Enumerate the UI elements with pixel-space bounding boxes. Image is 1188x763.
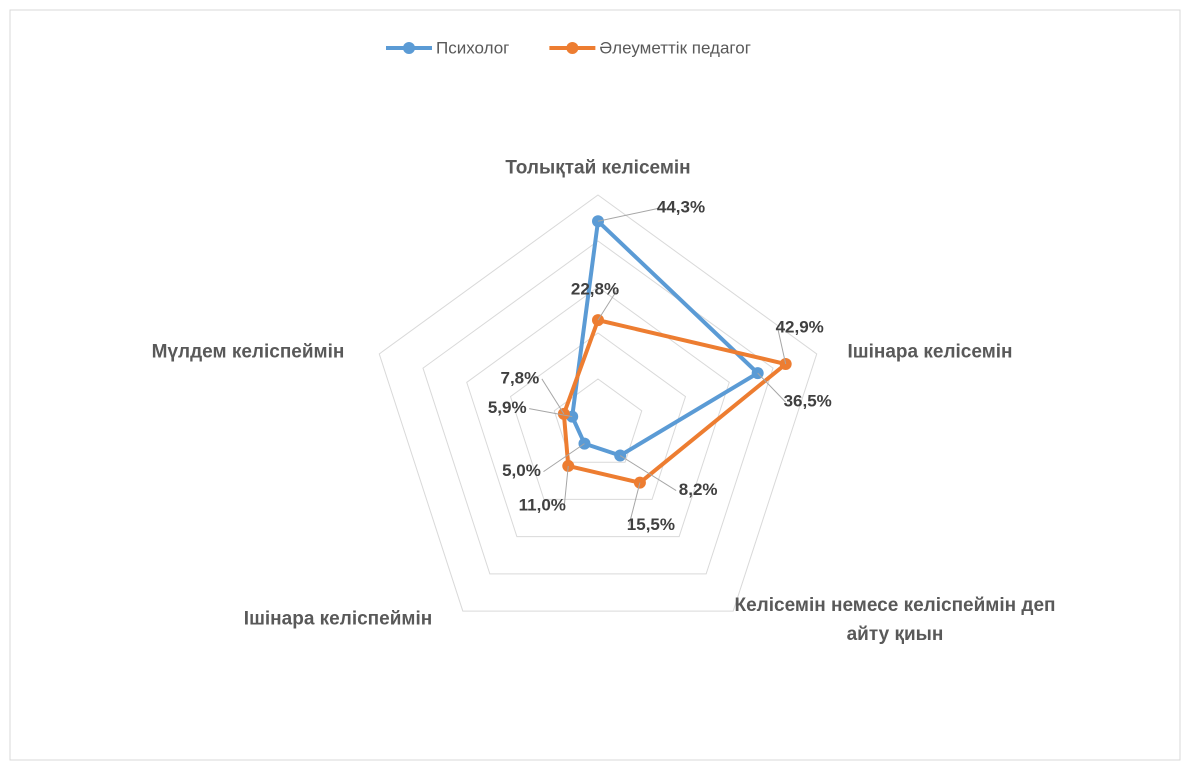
category-label: Мүлдем келіспеймін [151, 341, 345, 363]
series-line [561, 318, 788, 485]
grid-ring [422, 240, 774, 575]
value-label: 11,0% [519, 495, 566, 514]
category-label: Келісемін немесе келіспеймін деп айту қи… [734, 595, 1056, 645]
leader-line [563, 465, 569, 506]
chart-frame [9, 9, 1181, 761]
grid-ring [466, 286, 730, 538]
category-label: Ішінара келісемін [847, 341, 1013, 363]
grid-ring [378, 194, 818, 612]
value-label: 7,8% [501, 368, 540, 387]
value-label: 22,8% [571, 280, 619, 299]
legend-marker [566, 42, 579, 54]
leader-line [543, 443, 585, 473]
leader-line [777, 327, 787, 365]
grid-ring [553, 378, 643, 463]
leader-line [757, 372, 787, 403]
value-label: 44,3% [657, 198, 705, 217]
value-label: 36,5% [784, 392, 832, 411]
value-label: 5,0% [502, 461, 541, 480]
leader-line [541, 378, 565, 415]
value-label: 15,5% [627, 515, 675, 534]
legend-label: Әлеуметтік педагог [599, 38, 751, 57]
leader-line [597, 289, 618, 321]
series-line [570, 219, 760, 458]
leader-line [628, 482, 641, 526]
leader-line [619, 455, 677, 491]
grid-ring [509, 332, 687, 500]
value-label: 5,9% [488, 398, 527, 417]
legend-label: Психолог [436, 38, 509, 57]
leader-line [597, 207, 660, 222]
category-label: Ішінара келіспеймін [243, 608, 433, 630]
leader-line [529, 408, 573, 418]
category-label: Толықтай келісемін [505, 157, 691, 179]
legend-marker [403, 42, 415, 54]
value-label: 42,9% [776, 318, 824, 337]
value-label: 8,2% [679, 480, 718, 499]
